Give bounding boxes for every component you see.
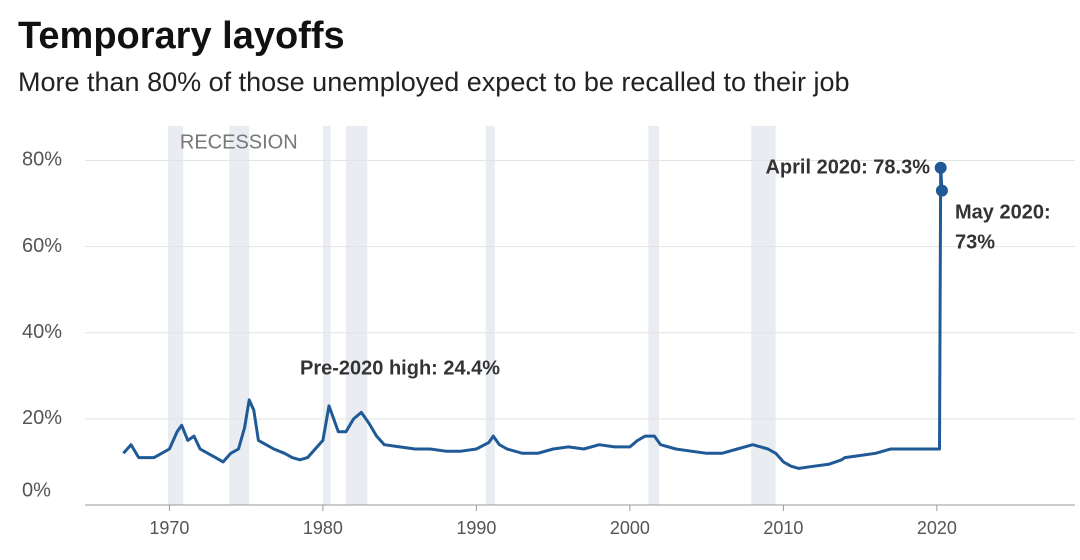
y-tick-label: 40% <box>22 321 62 343</box>
recession-band <box>229 126 250 505</box>
x-tick-label: 2010 <box>763 518 803 538</box>
point-marker <box>934 161 947 174</box>
y-tick-label: 60% <box>22 235 62 257</box>
recession-band <box>167 126 184 505</box>
x-tick-label: 1970 <box>149 518 189 538</box>
annotation: Pre-2020 high: 24.4% <box>300 357 500 379</box>
point-marker <box>935 184 948 197</box>
annotation: May 2020: <box>955 201 1051 223</box>
chart-subtitle: More than 80% of those unemployed expect… <box>18 67 850 97</box>
x-tick-label: 2020 <box>917 518 957 538</box>
x-tick-label: 1990 <box>456 518 496 538</box>
recession-band <box>648 126 660 505</box>
annotation: April 2020: 78.3% <box>765 156 930 178</box>
recession-band <box>485 126 495 505</box>
y-tick-label: 80% <box>22 149 62 171</box>
recession-band <box>322 126 331 505</box>
x-tick-label: 1980 <box>303 518 343 538</box>
data-line <box>122 166 944 470</box>
chart-title: Temporary layoffs <box>18 15 345 57</box>
x-tick-label: 2000 <box>610 518 650 538</box>
annotation: 73% <box>955 231 995 253</box>
recession-band <box>345 126 368 505</box>
y-tick-label: 20% <box>22 407 62 429</box>
y-tick-label: 0% <box>22 479 51 501</box>
recession-label: RECESSION <box>180 131 298 153</box>
recession-band <box>751 126 776 505</box>
